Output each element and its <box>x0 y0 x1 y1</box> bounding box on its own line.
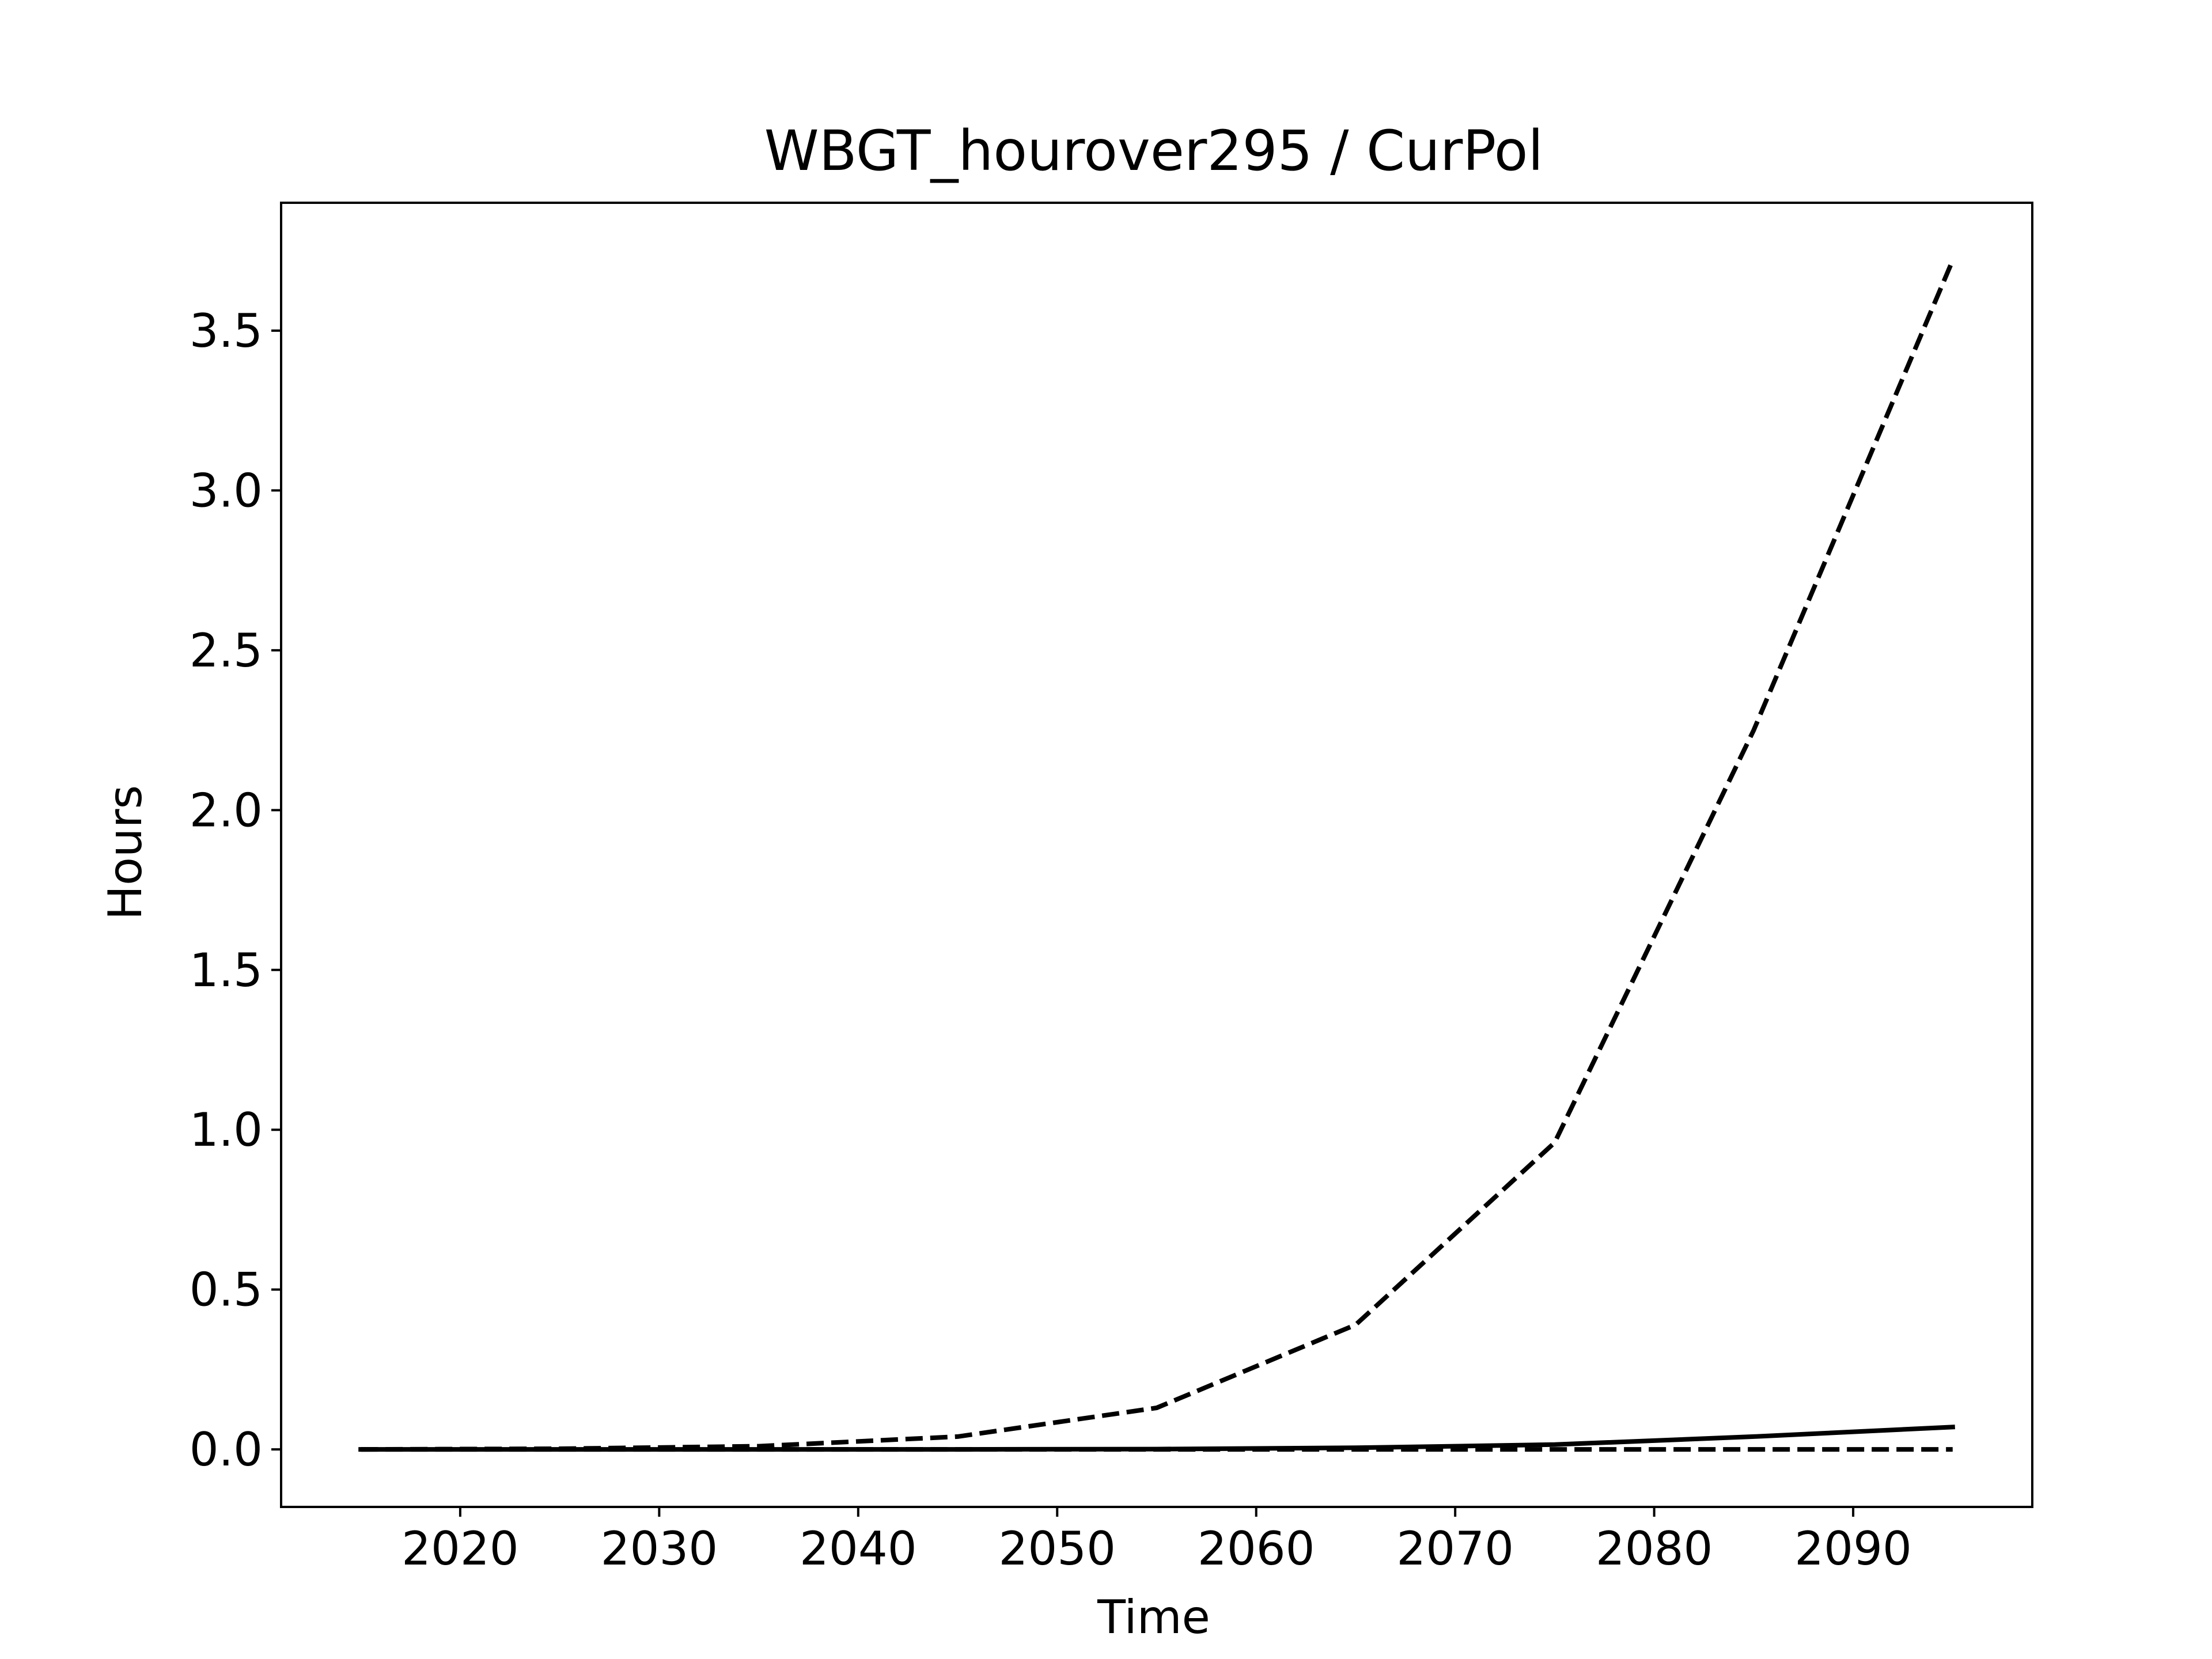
y-tick-label: 1.0 <box>190 1103 263 1157</box>
x-tick-label: 2070 <box>1396 1522 1514 1575</box>
x-tick-label: 2060 <box>1198 1522 1315 1575</box>
x-tick-label: 2080 <box>1596 1522 1713 1575</box>
y-tick-label: 2.0 <box>190 783 263 837</box>
x-tick-label: 2030 <box>601 1522 718 1575</box>
y-tick-label: 0.0 <box>190 1423 263 1476</box>
x-tick-label: 2050 <box>998 1522 1116 1575</box>
chart-title: WBGT_hourover295 / CurPol <box>764 119 1543 183</box>
x-axis: 2020 2030 2040 2050 2060 2070 2080 2090 <box>402 1507 1912 1575</box>
x-tick-label: 2090 <box>1794 1522 1912 1575</box>
y-tick-label: 1.5 <box>190 944 263 997</box>
x-tick-label: 2020 <box>402 1522 519 1575</box>
series-line-1 <box>361 259 1955 1452</box>
x-tick-label: 2040 <box>800 1522 917 1575</box>
plot-area <box>280 202 2033 1508</box>
y-axis-title: Hours <box>99 785 152 920</box>
y-tick-label: 3.5 <box>190 304 263 358</box>
x-axis-title: Time <box>1097 1590 1210 1644</box>
y-tick-label: 0.5 <box>190 1263 263 1317</box>
y-tick-label: 2.5 <box>190 624 263 677</box>
y-tick-label: 3.0 <box>190 464 263 517</box>
y-axis: 0.0 0.5 1.0 1.5 2.0 2.5 3.0 3.5 <box>190 304 281 1476</box>
plot-frame <box>280 202 2033 1508</box>
series-group <box>358 259 1955 1452</box>
